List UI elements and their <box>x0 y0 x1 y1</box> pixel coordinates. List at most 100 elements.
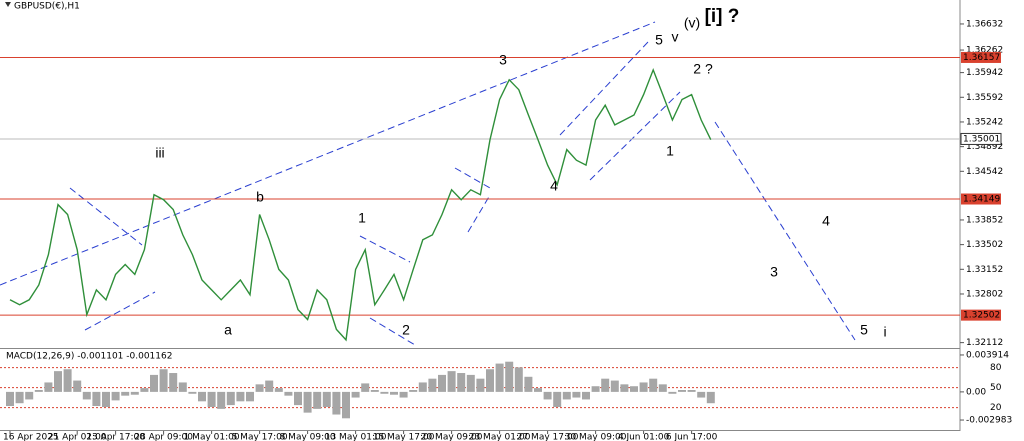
y-tick-label: 0.00 <box>966 387 986 397</box>
histogram-bar <box>658 384 667 392</box>
histogram-bar <box>121 391 130 396</box>
x-tick-label: 15 May 17:00 <box>373 433 435 441</box>
histogram-bar <box>44 382 53 392</box>
histogram-bar <box>390 391 398 395</box>
level-label-box <box>961 51 1001 63</box>
histogram-bar <box>255 384 264 392</box>
histogram-bar <box>678 390 686 392</box>
histogram-bar <box>6 391 14 407</box>
histogram-bar <box>495 363 504 392</box>
histogram-bar <box>73 380 82 392</box>
histogram-bar <box>274 388 283 392</box>
histogram-bar <box>409 390 418 392</box>
y-tick-label: 0.003914 <box>966 350 1009 360</box>
histogram-bar <box>322 391 331 407</box>
histogram-bar <box>102 391 110 407</box>
histogram-bar <box>543 391 552 400</box>
histogram-bar <box>34 390 43 392</box>
y-tick-label: 1.33502 <box>966 240 1003 250</box>
histogram-bar <box>486 369 494 392</box>
trend-line <box>467 194 491 233</box>
histogram-bar <box>668 391 677 394</box>
histogram-bar <box>188 391 197 394</box>
y-tick-label: 1.34542 <box>966 167 1003 177</box>
wave-label: 4 <box>550 178 558 194</box>
price-line <box>9 67 712 342</box>
histogram-bar <box>582 391 590 400</box>
histogram-bar <box>418 382 427 392</box>
x-tick-label: 5 May 17:00 <box>232 433 288 441</box>
histogram-bar <box>380 391 389 394</box>
y-tick-label: 1.36262 <box>966 46 1003 56</box>
y-tick-label: 1.32112 <box>966 338 1003 348</box>
wave-label: b <box>256 189 264 205</box>
histogram-bar <box>140 388 149 392</box>
histogram-bar <box>63 369 72 392</box>
y-tick-label: 1.33852 <box>966 215 1003 225</box>
histogram-bar <box>198 391 206 402</box>
wave-label: 5 <box>655 32 663 48</box>
y2-tick-label: 20 <box>990 403 1002 413</box>
wave-label: 1 <box>666 143 674 159</box>
histogram-bar <box>207 391 216 407</box>
current-price-box <box>960 132 1002 145</box>
wave-label: v <box>672 29 679 45</box>
histogram-bar <box>178 382 187 392</box>
histogram-bar <box>15 391 24 404</box>
level-label-box <box>961 309 1001 321</box>
histogram-bar <box>246 391 254 402</box>
histogram-bar <box>130 391 139 395</box>
histogram-bar <box>150 374 158 392</box>
histogram-bar <box>169 373 178 392</box>
wave-label: (v) <box>684 15 700 31</box>
histogram-bar <box>313 391 322 409</box>
chart-title: GBPUSD(€),H1 <box>14 2 80 12</box>
histogram-bar <box>639 382 648 392</box>
histogram-bar <box>370 390 379 392</box>
histogram-bar <box>687 390 696 392</box>
x-tick-label: 1 May 01:00 <box>184 433 240 441</box>
histogram-bar <box>351 391 360 398</box>
wave-label: 4 <box>822 213 830 229</box>
y-tick-label: 1.35592 <box>966 93 1003 103</box>
histogram-bar <box>457 373 466 392</box>
x-tick-label: 23 May 01:00 <box>469 433 531 441</box>
histogram-bar <box>159 369 168 392</box>
y-tick-label: 1.35942 <box>966 68 1003 78</box>
wave-label: [i] ? <box>705 6 740 27</box>
x-tick-label: 6 Jun 17:00 <box>666 433 718 441</box>
histogram-bar <box>428 378 437 392</box>
histogram-bar <box>447 371 456 392</box>
histogram-bar <box>630 386 638 392</box>
wave-label: iii <box>155 145 164 161</box>
x-tick-label: 21 Apr 01:00 <box>48 433 107 441</box>
trend-line <box>369 317 416 346</box>
histogram-bar <box>697 391 706 398</box>
histogram-bar <box>572 391 581 398</box>
level-label-box <box>961 193 1001 205</box>
histogram-bar <box>284 391 293 396</box>
histogram-bar <box>514 367 523 392</box>
trend-line <box>0 21 656 286</box>
histogram-bar <box>25 391 34 400</box>
histogram-bar <box>236 391 245 402</box>
menu-arrow <box>5 2 11 7</box>
histogram-bar <box>111 391 120 401</box>
histogram-bar <box>534 388 542 392</box>
histogram-bar <box>553 391 562 407</box>
histogram-bar <box>265 380 274 392</box>
histogram-bar <box>591 386 600 392</box>
histogram-bar <box>332 391 341 415</box>
histogram-bar <box>706 391 715 404</box>
level-label: 1.32502 <box>963 311 1000 321</box>
wave-label: 2 <box>402 322 410 338</box>
histogram-bar <box>361 383 370 392</box>
y-tick-label: 1.35242 <box>966 117 1003 127</box>
histogram-bar <box>466 374 475 392</box>
histogram-bar <box>294 391 302 406</box>
histogram-bar <box>476 378 485 392</box>
x-tick-label: 30 May 09:00 <box>565 433 627 441</box>
x-tick-label: 28 Apr 09:00 <box>134 433 193 441</box>
